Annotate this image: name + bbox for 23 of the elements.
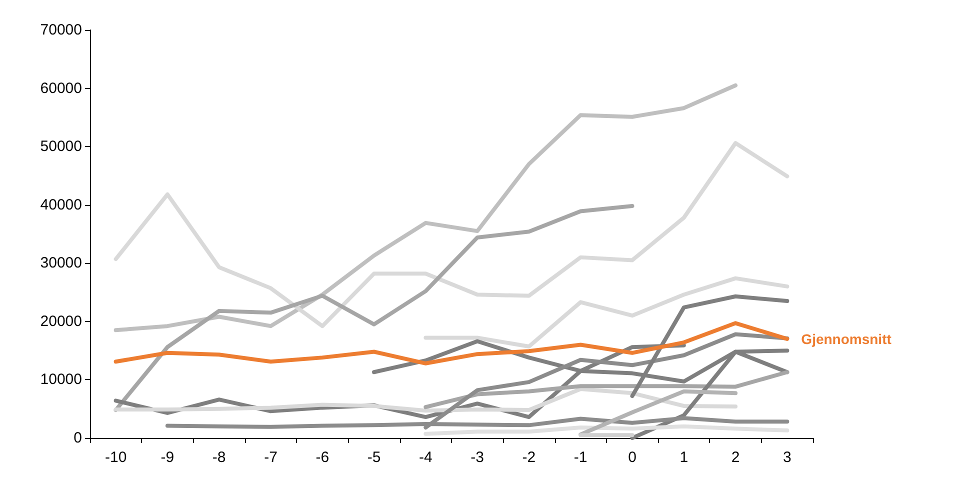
y-tick-label: 70000 — [40, 22, 82, 38]
x-tick-label: -2 — [522, 449, 536, 466]
x-tick-label: 2 — [731, 449, 740, 466]
y-tick-label: 10000 — [40, 371, 82, 388]
x-tick-label: -4 — [419, 449, 432, 466]
x-tick-label: 0 — [628, 449, 636, 466]
series-label: Gjennomsnitt — [801, 330, 892, 347]
y-tick-label: 40000 — [40, 196, 82, 214]
x-tick-label: -5 — [367, 449, 381, 466]
y-tick-label: 50000 — [40, 138, 82, 156]
y-tick-label: 60000 — [40, 80, 82, 97]
x-tick-label: -6 — [316, 449, 330, 466]
x-tick-label: 3 — [783, 449, 792, 466]
x-tick-label: -1 — [574, 449, 588, 466]
y-tick-label: 30000 — [40, 254, 82, 272]
x-tick-label: -10 — [104, 449, 127, 466]
x-tick-label: -7 — [264, 449, 278, 466]
x-tick-label: -3 — [470, 449, 484, 466]
y-tick-label: 20000 — [40, 312, 82, 330]
x-tick-label: 1 — [680, 449, 688, 466]
x-tick-label: -8 — [212, 449, 226, 466]
y-tick-label: 0 — [74, 430, 82, 446]
x-tick-label: -9 — [160, 449, 174, 466]
